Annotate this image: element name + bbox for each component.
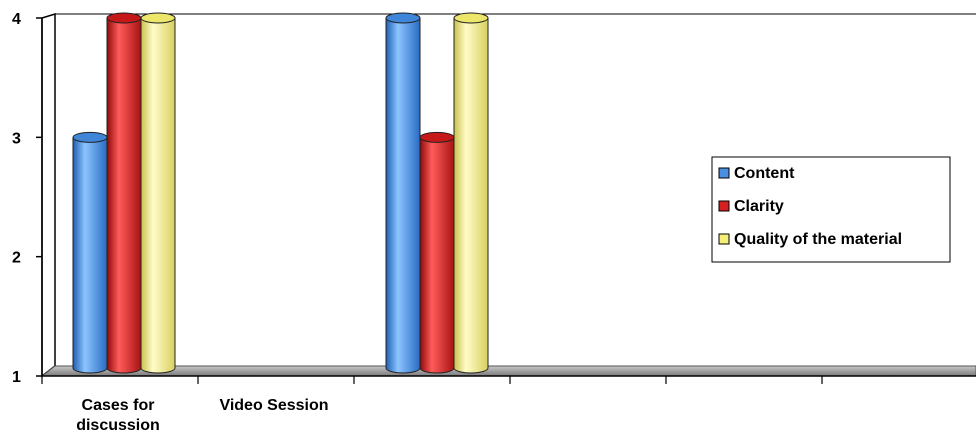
y-axis-ticks: 1 2 3 4 [12, 11, 42, 386]
y-tick-label: 3 [12, 130, 21, 147]
bar-clarity [419, 131, 455, 374]
legend-swatch [718, 167, 730, 179]
bars [72, 12, 489, 374]
bar-content [72, 131, 108, 374]
y-tick-label: 1 [12, 369, 21, 386]
legend-swatch [718, 200, 730, 212]
legend-label: Quality of the material [734, 231, 902, 248]
legend-label: Content [734, 165, 795, 182]
floor [40, 365, 976, 377]
y-tick-label: 4 [12, 11, 21, 28]
legend-label: Clarity [734, 198, 784, 215]
bar-quality-of-the-material [140, 12, 176, 374]
back-wall-left-edge [41, 12, 56, 378]
bar-content [385, 12, 421, 374]
bar-clarity [106, 12, 142, 374]
plot-frame [40, 12, 976, 378]
x-category-label: Video Session [219, 397, 328, 414]
legend-box [711, 156, 951, 263]
x-axis-labels: Cases for discussion Video Session [76, 397, 328, 434]
bar-quality-of-the-material [453, 12, 489, 374]
legend: Content Clarity Quality of the material [711, 156, 951, 263]
legend-swatch [718, 233, 730, 245]
x-category-label: Cases for [82, 397, 155, 414]
y-tick-label: 2 [12, 250, 21, 267]
x-category-label: discussion [76, 417, 160, 434]
x-axis-ticks [41, 376, 823, 384]
